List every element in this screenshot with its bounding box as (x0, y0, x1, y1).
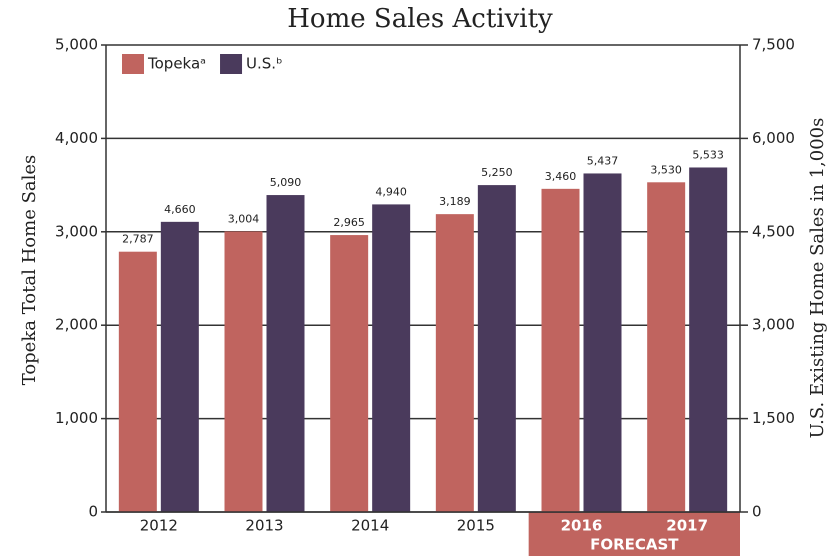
bar (224, 231, 263, 513)
bar (689, 167, 728, 513)
y2-tick-label: 0 (752, 503, 762, 521)
y2-tick-label: 3,000 (752, 316, 795, 334)
value-label: 3,004 (228, 212, 260, 225)
value-label: 5,250 (481, 166, 513, 179)
y-tick-label: 4,000 (55, 129, 98, 147)
value-label: 3,530 (650, 163, 682, 176)
bar (647, 182, 686, 512)
y2-axis-label: U.S. Existing Home Sales in 1,000s (807, 118, 828, 439)
value-label: 3,189 (439, 195, 471, 208)
bar (372, 204, 411, 513)
bar (477, 185, 516, 512)
legend-swatch (220, 54, 243, 74)
value-label: 2,965 (333, 216, 365, 229)
value-label: 2,787 (122, 233, 154, 246)
y2-tick-label: 6,000 (752, 129, 795, 147)
x-tick-label: 2015 (457, 517, 495, 535)
bar (541, 188, 580, 512)
x-tick-label: 2014 (351, 517, 389, 535)
y-tick-label: 1,000 (55, 409, 98, 427)
legend-label: Topekaᵃ (147, 55, 206, 73)
bar (266, 195, 305, 512)
value-label: 5,533 (692, 148, 724, 161)
value-label: 3,460 (545, 170, 577, 183)
value-label: 5,437 (587, 154, 619, 167)
chart-title: Home Sales Activity (287, 4, 553, 34)
y-tick-label: 0 (88, 503, 98, 521)
value-label: 5,090 (270, 176, 302, 189)
y-tick-label: 3,000 (55, 222, 98, 240)
bar (330, 235, 369, 512)
value-label: 4,940 (375, 185, 407, 198)
bar (583, 173, 622, 513)
y-tick-label: 5,000 (55, 36, 98, 54)
x-tick-label: 2017 (666, 517, 708, 535)
forecast-label: FORECAST (590, 536, 679, 554)
x-tick-label: 2016 (561, 517, 603, 535)
y2-tick-label: 7,500 (752, 36, 795, 54)
y-tick-label: 2,000 (55, 316, 98, 334)
bar (435, 214, 474, 512)
y2-tick-label: 4,500 (752, 222, 795, 240)
legend-swatch (122, 54, 144, 74)
x-tick-label: 2013 (245, 517, 283, 535)
forecast-box (528, 512, 740, 556)
legend-label: U.S.ᵇ (246, 55, 282, 73)
bar (118, 251, 157, 512)
y2-tick-label: 1,500 (752, 409, 795, 427)
bar (160, 221, 199, 512)
x-tick-label: 2012 (140, 517, 178, 535)
value-label: 4,660 (164, 203, 196, 216)
y-axis-label: Topeka Total Home Sales (19, 155, 40, 386)
